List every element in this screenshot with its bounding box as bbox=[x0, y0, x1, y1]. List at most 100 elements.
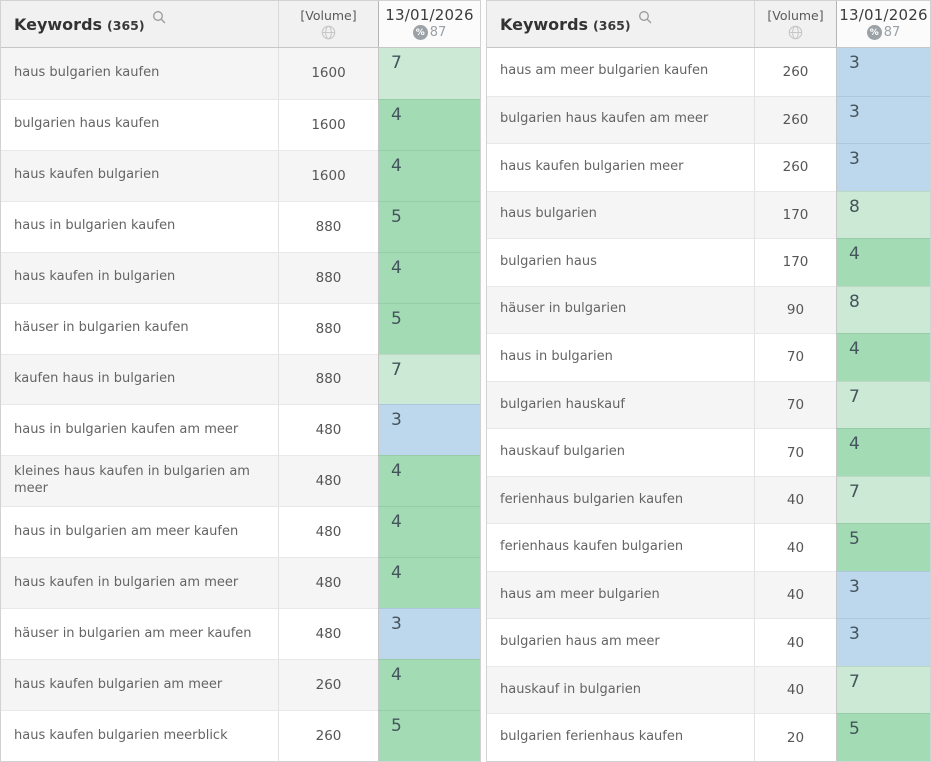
keyword-cell: bulgarien ferienhaus kaufen bbox=[487, 713, 754, 761]
keyword-cell: bulgarien haus kaufen bbox=[1, 98, 278, 150]
keyword-label: bulgarien haus kaufen bbox=[14, 116, 160, 132]
keyword-cell: haus kaufen bulgarien bbox=[1, 149, 278, 201]
keyword-cell: bulgarien hauskauf bbox=[487, 380, 754, 429]
date-column-header[interactable]: 13/01/2026 % 87 bbox=[836, 1, 930, 47]
keyword-table-panel-1: Keywords (365) [Volume] 13/01/2026 % 87 bbox=[0, 0, 481, 762]
keyword-label: haus am meer bulgarien bbox=[500, 586, 660, 602]
keyword-cell: kaufen haus in bulgarien bbox=[1, 353, 278, 405]
keyword-label: häuser in bulgarien bbox=[500, 301, 627, 317]
table-row[interactable]: haus in bulgarien kaufen am meer 480 3 bbox=[1, 404, 480, 456]
keywords-column-header[interactable]: Keywords (365) bbox=[1, 1, 278, 47]
volume-value: 40 bbox=[754, 665, 836, 714]
keyword-label: hauskauf bulgarien bbox=[500, 444, 625, 460]
table-row[interactable]: kaufen haus in bulgarien 880 7 bbox=[1, 353, 480, 405]
rank-value: 7 bbox=[378, 48, 480, 99]
volume-value: 40 bbox=[754, 523, 836, 571]
keyword-label: hauskauf in bulgarien bbox=[500, 681, 641, 697]
table-row[interactable]: bulgarien hauskauf 70 7 bbox=[487, 380, 930, 429]
keyword-cell: hauskauf in bulgarien bbox=[487, 665, 754, 714]
keywords-title: Keywords bbox=[500, 14, 589, 34]
keyword-cell: haus bulgarien kaufen bbox=[1, 48, 278, 99]
table-row[interactable]: bulgarien haus kaufen am meer 260 3 bbox=[487, 95, 930, 144]
table-row[interactable]: kleines haus kaufen in bulgarien am meer… bbox=[1, 455, 480, 507]
keyword-cell: häuser in bulgarien am meer kaufen bbox=[1, 608, 278, 660]
rank-value: 4 bbox=[378, 506, 480, 558]
keyword-cell: häuser in bulgarien kaufen bbox=[1, 302, 278, 354]
volume-value: 880 bbox=[278, 200, 378, 252]
keyword-cell: haus bulgarien bbox=[487, 190, 754, 239]
table-row[interactable]: haus kaufen bulgarien meerblick 260 5 bbox=[1, 709, 480, 761]
rank-value: 5 bbox=[836, 523, 930, 571]
keyword-cell: bulgarien haus kaufen am meer bbox=[487, 95, 754, 144]
table-row[interactable]: bulgarien haus kaufen 1600 4 bbox=[1, 98, 480, 150]
table-row[interactable]: bulgarien haus 170 4 bbox=[487, 238, 930, 286]
table-row[interactable]: haus am meer bulgarien 40 3 bbox=[487, 570, 930, 619]
rank-value: 5 bbox=[836, 713, 930, 761]
volume-value: 260 bbox=[278, 709, 378, 761]
table-row[interactable]: haus in bulgarien 70 4 bbox=[487, 333, 930, 381]
volume-value: 170 bbox=[754, 190, 836, 239]
rank-value: 4 bbox=[378, 149, 480, 201]
rank-value: 5 bbox=[378, 200, 480, 252]
volume-value: 70 bbox=[754, 380, 836, 429]
rank-value: 4 bbox=[378, 557, 480, 609]
volume-column-header[interactable]: [Volume] bbox=[754, 1, 836, 47]
keyword-cell: haus am meer bulgarien kaufen bbox=[487, 48, 754, 96]
table-row[interactable]: haus bulgarien kaufen 1600 7 bbox=[1, 48, 480, 99]
rank-value: 5 bbox=[378, 709, 480, 761]
rank-value: 4 bbox=[836, 428, 930, 476]
table-row[interactable]: haus am meer bulgarien kaufen 260 3 bbox=[487, 48, 930, 96]
rank-value: 3 bbox=[378, 608, 480, 660]
rank-value: 4 bbox=[378, 659, 480, 710]
keyword-cell: ferienhaus kaufen bulgarien bbox=[487, 523, 754, 571]
rank-value: 3 bbox=[836, 618, 930, 666]
table-row[interactable]: hauskauf bulgarien 70 4 bbox=[487, 428, 930, 476]
keyword-label: haus in bulgarien bbox=[500, 349, 613, 364]
rank-value: 3 bbox=[836, 48, 930, 96]
search-icon[interactable] bbox=[638, 9, 652, 28]
volume-value: 70 bbox=[754, 333, 836, 381]
table-row[interactable]: bulgarien haus am meer 40 3 bbox=[487, 618, 930, 666]
rank-value: 7 bbox=[378, 353, 480, 405]
table-row[interactable]: häuser in bulgarien am meer kaufen 480 3 bbox=[1, 608, 480, 660]
volume-value: 880 bbox=[278, 251, 378, 303]
keywords-count: (365) bbox=[107, 18, 145, 33]
globe-icon bbox=[788, 25, 803, 44]
keyword-label: ferienhaus kaufen bulgarien bbox=[500, 539, 684, 555]
rank-value: 4 bbox=[836, 238, 930, 286]
keyword-label: haus bulgarien kaufen bbox=[14, 65, 160, 81]
keyword-cell: bulgarien haus am meer bbox=[487, 618, 754, 666]
table-row[interactable]: ferienhaus kaufen bulgarien 40 5 bbox=[487, 523, 930, 571]
volume-column-header[interactable]: [Volume] bbox=[278, 1, 378, 47]
table-row[interactable]: häuser in bulgarien 90 8 bbox=[487, 285, 930, 334]
keyword-table-panel-2: Keywords (365) [Volume] 13/01/2026 % 87 bbox=[486, 0, 931, 762]
volume-value: 880 bbox=[278, 302, 378, 354]
table-row[interactable]: haus kaufen in bulgarien 880 4 bbox=[1, 251, 480, 303]
rank-value: 3 bbox=[836, 143, 930, 191]
table-row[interactable]: häuser in bulgarien kaufen 880 5 bbox=[1, 302, 480, 354]
table-row[interactable]: haus in bulgarien am meer kaufen 480 4 bbox=[1, 506, 480, 558]
table-row[interactable]: haus kaufen bulgarien meer 260 3 bbox=[487, 143, 930, 191]
table-row[interactable]: bulgarien ferienhaus kaufen 20 5 bbox=[487, 713, 930, 761]
performance-score: % 87 bbox=[412, 25, 446, 40]
keyword-label: haus in bulgarien kaufen bbox=[14, 218, 176, 234]
table-row[interactable]: haus kaufen bulgarien 1600 4 bbox=[1, 149, 480, 201]
table-row[interactable]: haus bulgarien 170 8 bbox=[487, 190, 930, 239]
search-icon[interactable] bbox=[152, 9, 166, 28]
date-column-header[interactable]: 13/01/2026 % 87 bbox=[378, 1, 480, 47]
keywords-title: Keywords bbox=[14, 14, 103, 34]
keyword-cell: haus kaufen in bulgarien bbox=[1, 251, 278, 303]
table-row[interactable]: ferienhaus bulgarien kaufen 40 7 bbox=[487, 475, 930, 524]
keyword-cell: haus kaufen bulgarien meer bbox=[487, 143, 754, 191]
rank-value: 3 bbox=[836, 570, 930, 619]
keywords-column-header[interactable]: Keywords (365) bbox=[487, 1, 754, 47]
table-row[interactable]: haus kaufen bulgarien am meer 260 4 bbox=[1, 659, 480, 710]
keyword-cell: hauskauf bulgarien bbox=[487, 428, 754, 476]
table-row[interactable]: haus kaufen in bulgarien am meer 480 4 bbox=[1, 557, 480, 609]
percent-badge-icon: % bbox=[412, 25, 428, 40]
rank-value: 4 bbox=[378, 455, 480, 507]
score-value: 87 bbox=[883, 25, 901, 40]
table-row[interactable]: hauskauf in bulgarien 40 7 bbox=[487, 665, 930, 714]
keyword-label: bulgarien haus am meer bbox=[500, 634, 660, 650]
table-row[interactable]: haus in bulgarien kaufen 880 5 bbox=[1, 200, 480, 252]
